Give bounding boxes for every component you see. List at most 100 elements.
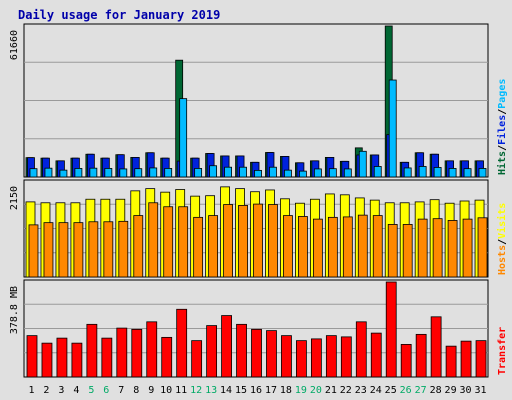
bar-hosts [28, 224, 39, 278]
bar-hosts [43, 222, 54, 278]
x-tick-label: 30 [460, 385, 472, 396]
bar-transfer [131, 328, 143, 378]
bar-transfer [355, 321, 367, 378]
x-tick-label: 25 [385, 385, 397, 396]
x-tick-label: 27 [415, 385, 427, 396]
bar-hosts [312, 218, 323, 278]
bar-pages [433, 167, 442, 178]
bar-pages [299, 170, 307, 178]
panel-transfer: 378.8 MB Transfer [9, 279, 508, 378]
x-tick-label: 15 [235, 385, 247, 396]
x-tick-label: 13 [205, 385, 217, 396]
bar-pages [254, 169, 262, 178]
bar-pages [44, 167, 53, 178]
bar-pages [104, 168, 113, 178]
bar-pages [328, 168, 337, 178]
bar-transfer [475, 340, 487, 378]
bar-hosts [357, 214, 368, 278]
bar-pages [89, 167, 98, 178]
bar-hosts [58, 222, 69, 278]
bar-hosts [462, 218, 473, 278]
bar-pages [134, 168, 143, 178]
bar-hosts [253, 203, 263, 278]
x-tick-label: 22 [340, 385, 352, 396]
x-tick-label: 31 [474, 385, 486, 396]
bar-hosts [298, 216, 308, 278]
x-tick-label: 28 [430, 385, 442, 396]
bar-hosts [477, 217, 488, 278]
bar-hosts [417, 218, 428, 278]
x-tick-label: 4 [73, 385, 79, 396]
legend-separator: / [497, 239, 508, 245]
legend-item: Hits [496, 151, 508, 175]
x-tick-label: 16 [250, 385, 262, 396]
bar-pages [403, 167, 412, 178]
bar-transfer [415, 333, 427, 378]
bar-transfer [340, 336, 352, 378]
legend-item: Visits [496, 203, 508, 239]
bar-hosts [118, 220, 129, 278]
bar-hosts [103, 221, 114, 278]
x-tick-label: 20 [310, 385, 322, 396]
x-tick-label: 3 [58, 385, 64, 396]
bar-pages [373, 166, 382, 178]
bar-hosts [342, 216, 353, 278]
bar-pages [313, 168, 322, 178]
bar-transfer [281, 335, 292, 378]
bar-pages [224, 166, 232, 178]
panel-visits-hosts: 2150 Hosts/Visits [9, 179, 508, 278]
x-tick-label: 9 [148, 385, 154, 396]
bar-transfer [71, 342, 83, 378]
x-tick-label: 26 [400, 385, 412, 396]
bar-pages [59, 169, 68, 178]
x-tick-label: 18 [280, 385, 292, 396]
bar-pages [358, 150, 367, 178]
bar-hosts [447, 220, 458, 278]
x-tick-label: 21 [325, 385, 337, 396]
legend-item: Transfer [497, 327, 508, 375]
bar-pages [29, 168, 38, 178]
bar-pages [209, 165, 218, 178]
bar-transfer [296, 340, 307, 378]
chart-title: Daily usage for January 2019 [18, 8, 220, 22]
bar-hosts [208, 215, 219, 278]
bar-transfer [266, 330, 277, 378]
bar-pages [388, 79, 397, 178]
bar-pages [74, 168, 83, 178]
bar-transfer [221, 315, 232, 378]
bar-transfer [236, 323, 247, 378]
legend-item: Files [496, 115, 508, 145]
bar-hosts [402, 224, 413, 278]
x-tick-label: 2 [43, 385, 49, 396]
bar-transfer [251, 328, 262, 378]
legend-item: Hosts [497, 245, 508, 275]
bar-pages [478, 168, 487, 178]
y-max-label: 378.8 MB [9, 286, 20, 334]
bar-hosts [387, 224, 398, 278]
bar-hosts [327, 216, 338, 278]
bar-pages [164, 168, 173, 178]
bar-transfer [400, 343, 412, 378]
bar-transfer [445, 345, 457, 378]
x-tick-label: 8 [133, 385, 139, 396]
bar-transfer [206, 325, 218, 378]
bar-transfer [370, 332, 382, 378]
legend-item: Pages [497, 79, 508, 109]
y-max-label: 61660 [9, 30, 20, 60]
legend: Hits/Files/Pages [496, 79, 508, 175]
bar-hosts [223, 204, 233, 278]
bar-transfer [116, 327, 128, 378]
bar-transfer [430, 316, 442, 378]
x-tick-label: 12 [190, 385, 202, 396]
bar-transfer [176, 308, 188, 378]
x-tick-label: 23 [355, 385, 367, 396]
bar-hosts [283, 215, 293, 278]
bar-pages [343, 168, 352, 178]
legend: Transfer [497, 327, 508, 375]
bar-hosts [88, 221, 99, 278]
x-tick-label: 17 [265, 385, 277, 396]
bar-pages [418, 166, 427, 178]
bar-hosts [73, 222, 84, 278]
